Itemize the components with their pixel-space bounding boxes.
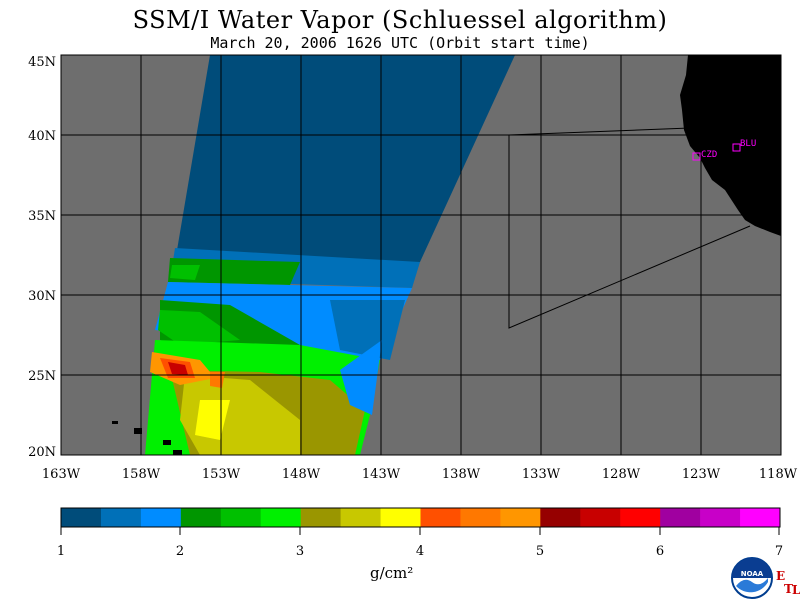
land-north-america <box>680 55 781 236</box>
swath-band-lightgreen-north <box>170 265 200 280</box>
colorbar-tick-3: 3 <box>296 544 304 559</box>
colorbar <box>61 508 781 527</box>
colorbar-cell <box>460 508 501 527</box>
colorbar-tick-2: 2 <box>176 544 184 559</box>
swath-band-dark-blue <box>175 55 515 262</box>
colorbar-cell <box>700 508 741 527</box>
lon-label-118w: 118W <box>759 467 798 482</box>
colorbar-cell <box>100 508 142 527</box>
lon-label-158w: 158W <box>122 467 161 482</box>
region-outline-top <box>508 127 691 136</box>
lon-label-128w: 128W <box>602 467 641 482</box>
lon-label-123w: 123W <box>682 467 721 482</box>
colorbar-tick-4: 4 <box>416 544 424 559</box>
lon-label-148w: 148W <box>282 467 321 482</box>
lon-label-138w: 138W <box>442 467 481 482</box>
land-hawaii <box>112 421 182 455</box>
noaa-logo: NOAA <box>731 557 773 599</box>
colorbar-cell <box>740 508 781 527</box>
colorbar-cell <box>580 508 621 527</box>
lat-label-20n: 20N <box>28 445 56 460</box>
colorbar-cell <box>660 508 701 527</box>
lat-label-40n: 40N <box>28 129 56 144</box>
colorbar-cell <box>180 508 222 527</box>
lon-label-133w: 133W <box>522 467 561 482</box>
colorbar-cell <box>420 508 461 527</box>
lon-label-153w: 153W <box>202 467 241 482</box>
site-label-blu: BLU <box>740 139 756 149</box>
colorbar-units: g/cm² <box>370 564 414 582</box>
colorbar-cell <box>260 508 302 527</box>
colorbar-tick-7: 7 <box>775 544 783 559</box>
map-title: SSM/I Water Vapor (Schluessel algorithm) <box>132 6 668 34</box>
lat-label-35n: 35N <box>28 209 56 224</box>
lat-label-25n: 25N <box>28 369 56 384</box>
site-marker-blu <box>732 143 741 152</box>
colorbar-cell <box>300 508 342 527</box>
colorbar-cell <box>61 508 102 527</box>
colorbar-cell <box>220 508 262 527</box>
colorbar-cell <box>540 508 581 527</box>
map-graticule <box>61 55 781 455</box>
etl-letter-t: T <box>784 582 793 596</box>
colorbar-cell <box>380 508 421 527</box>
etl-letter-e: E <box>776 569 785 583</box>
swath-band-dark-red <box>168 362 188 375</box>
swath-band-blue-east <box>330 300 405 360</box>
colorbar-tick-6: 6 <box>656 544 664 559</box>
lat-label-45n: 45N <box>28 55 56 70</box>
swath-band-light-blue-east <box>340 340 382 415</box>
colorbar-cell <box>340 508 382 527</box>
site-marker-czd <box>692 152 701 161</box>
map-subtitle: March 20, 2006 1626 UTC (Orbit start tim… <box>210 34 590 52</box>
swath-band-lightgreen-mid <box>158 310 240 345</box>
colorbar-tick-1: 1 <box>57 544 65 559</box>
lat-label-30n: 30N <box>28 289 56 304</box>
water-vapor-swath <box>145 55 515 455</box>
noaa-logo-text: NOAA <box>741 570 764 578</box>
region-outline <box>508 135 751 329</box>
lon-label-143w: 143W <box>362 467 401 482</box>
swath-band-green-north <box>168 258 300 285</box>
etl-letter-l: L <box>792 583 800 597</box>
colorbar-cell <box>140 508 182 527</box>
colorbar-ticks <box>60 527 780 535</box>
lon-label-163w: 163W <box>42 467 81 482</box>
colorbar-cell <box>500 508 541 527</box>
map-border <box>60 54 782 456</box>
colorbar-cell <box>620 508 661 527</box>
colorbar-tick-5: 5 <box>536 544 544 559</box>
site-label-czd: CZD <box>701 150 717 160</box>
